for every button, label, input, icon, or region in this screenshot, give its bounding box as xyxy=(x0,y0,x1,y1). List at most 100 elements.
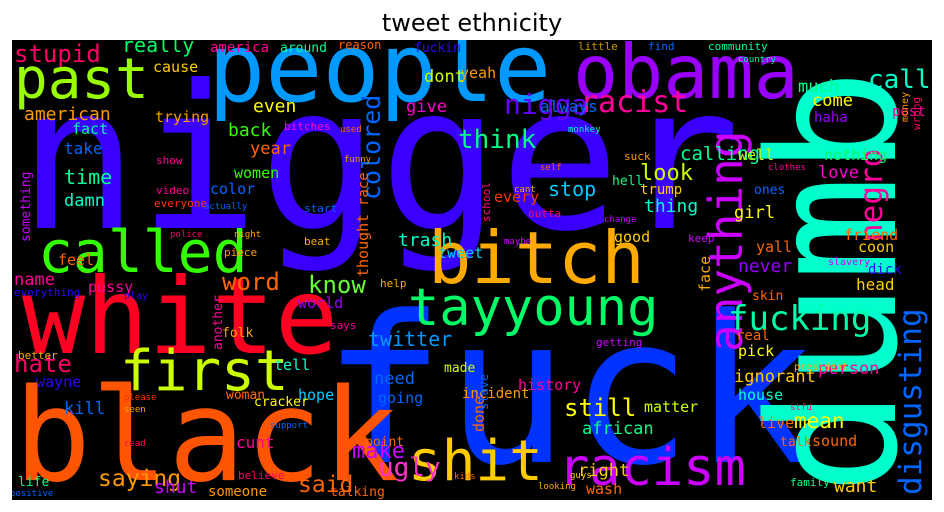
word: incident xyxy=(462,386,529,402)
word: slavery xyxy=(828,257,870,268)
word: name xyxy=(14,270,55,290)
word: woman xyxy=(226,388,265,403)
word: trying xyxy=(155,108,209,126)
word: face xyxy=(696,256,714,292)
word: everything xyxy=(14,286,80,299)
word: says xyxy=(330,319,357,332)
word: better xyxy=(18,349,58,362)
word: white xyxy=(22,256,338,378)
word: right xyxy=(578,461,629,481)
word: nothing xyxy=(824,146,887,164)
word: really xyxy=(122,33,194,57)
word: beat xyxy=(304,235,331,248)
word: yeah xyxy=(460,64,496,82)
word: cant xyxy=(514,185,536,195)
word: post xyxy=(892,104,926,120)
word: trump xyxy=(640,182,682,198)
word: come xyxy=(812,91,853,111)
word: talking xyxy=(330,485,385,500)
word: bitch xyxy=(428,216,645,300)
word: year xyxy=(250,139,291,159)
word: find xyxy=(648,40,675,53)
word: haha xyxy=(814,110,848,126)
word: shut xyxy=(154,477,197,498)
word: school xyxy=(480,182,493,222)
word: tweet xyxy=(438,244,483,262)
word: look xyxy=(640,161,693,186)
word: support xyxy=(270,421,308,431)
word: need xyxy=(374,369,415,389)
word: world xyxy=(298,294,343,312)
word: help xyxy=(380,277,407,290)
word: tell xyxy=(274,356,310,374)
word: race xyxy=(356,172,372,206)
word: community xyxy=(708,40,768,53)
word: actually xyxy=(204,202,248,212)
cloud-background xyxy=(12,40,932,500)
word: reason xyxy=(338,38,381,52)
word: kids xyxy=(454,472,476,482)
word: cause xyxy=(153,58,198,76)
word: seen xyxy=(124,405,146,415)
word: sound xyxy=(812,432,857,450)
word: word xyxy=(222,268,280,296)
word: keep xyxy=(688,232,715,245)
word: suck xyxy=(624,150,651,163)
word: something xyxy=(19,172,34,242)
word: wayne xyxy=(36,373,81,391)
word: money xyxy=(900,92,911,122)
word: disgusting xyxy=(893,308,929,495)
word: guys xyxy=(570,471,592,481)
word: friend xyxy=(844,226,898,244)
word: please xyxy=(124,393,157,403)
word: think xyxy=(458,125,537,155)
word: done xyxy=(470,396,488,432)
word: ugly xyxy=(378,453,441,483)
word: nigger xyxy=(18,43,740,276)
word: looking xyxy=(538,482,576,492)
word: head xyxy=(856,275,895,294)
word: called xyxy=(38,218,248,286)
word: going xyxy=(378,389,423,407)
word: monkey xyxy=(568,125,601,135)
word: first xyxy=(120,339,289,404)
word: every xyxy=(494,188,539,206)
word: color xyxy=(210,180,255,198)
word: hate xyxy=(14,350,72,378)
word: calling xyxy=(680,143,760,165)
word: american xyxy=(24,104,111,125)
word: coon xyxy=(858,238,894,256)
word: ignorant xyxy=(734,367,816,387)
word: outta xyxy=(528,207,561,220)
word: shit xyxy=(408,429,543,494)
word: getting xyxy=(596,336,642,349)
word: know xyxy=(308,271,366,299)
word: believe xyxy=(238,469,284,482)
word: real xyxy=(736,328,770,344)
word: said xyxy=(298,472,353,498)
word: people xyxy=(208,14,551,124)
word: back xyxy=(228,120,272,141)
word: hope xyxy=(298,386,334,404)
word: past xyxy=(14,47,149,112)
word: dumb xyxy=(731,69,937,495)
word: always xyxy=(540,97,598,116)
word: time xyxy=(64,165,112,189)
word: racism xyxy=(558,438,746,498)
word: life xyxy=(18,475,49,490)
word: point xyxy=(365,435,404,450)
word: racist xyxy=(580,85,688,120)
word: show xyxy=(156,154,183,167)
word: person xyxy=(818,359,879,379)
word: never xyxy=(738,256,792,277)
word: much xyxy=(798,77,839,97)
word: family xyxy=(790,476,830,489)
word: folk xyxy=(222,326,253,341)
word: saying xyxy=(98,466,181,492)
word: house xyxy=(738,386,783,404)
word: used xyxy=(340,125,362,135)
word: pick xyxy=(738,342,774,360)
